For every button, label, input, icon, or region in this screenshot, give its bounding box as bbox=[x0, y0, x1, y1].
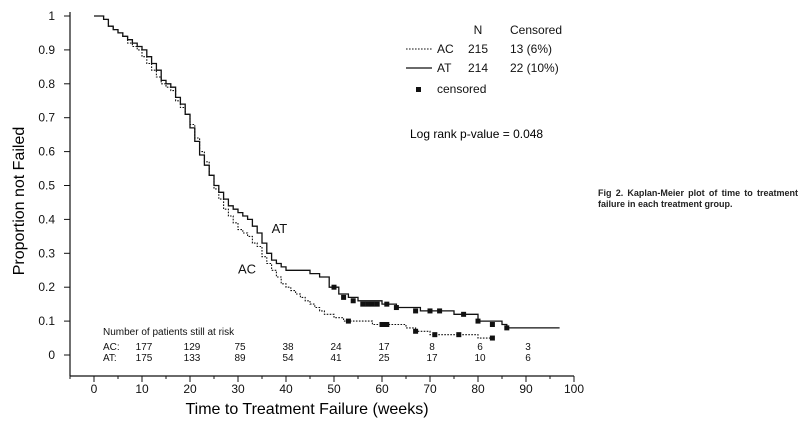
y-tick-label: 0.4 bbox=[38, 212, 55, 226]
survival-curves bbox=[94, 15, 560, 339]
legend-n-value: 215 bbox=[468, 42, 488, 56]
y-tick-label: 0 bbox=[48, 348, 55, 362]
censor-mark-ac bbox=[379, 321, 385, 327]
risk-row-label: AT: bbox=[103, 353, 117, 364]
legend-header-censored: Censored bbox=[510, 23, 562, 37]
censor-mark-at bbox=[369, 301, 375, 307]
censor-mark-at bbox=[427, 308, 433, 314]
x-axis-ticks: 0 10 20 30 40 50 60 70 80 90 100 bbox=[69, 376, 584, 396]
risk-count: 24 bbox=[330, 342, 342, 353]
legend-censored-value: 22 (10%) bbox=[510, 61, 559, 75]
censor-mark-at bbox=[360, 301, 366, 307]
legend-censored-value: 13 (6%) bbox=[510, 42, 552, 56]
curve-labels: AT AC bbox=[238, 221, 287, 277]
censor-mark-at bbox=[341, 294, 347, 300]
censor-mark-at bbox=[350, 298, 356, 304]
censor-mark-at bbox=[365, 301, 371, 307]
censor-mark-ac bbox=[456, 332, 462, 338]
x-tick-label: 50 bbox=[327, 382, 341, 396]
x-tick-label: 30 bbox=[231, 382, 245, 396]
risk-count: 6 bbox=[477, 342, 483, 353]
censor-mark-ac bbox=[345, 318, 351, 324]
y-axis-ticks: 0 0.1 0.2 0.3 0.4 0.5 0.6 0.7 0.8 0.9 1 bbox=[38, 9, 70, 362]
censor-mark-ac bbox=[413, 328, 419, 334]
y-tick-label: 0.6 bbox=[38, 145, 55, 159]
x-tick-label: 100 bbox=[564, 382, 584, 396]
x-tick-label: 20 bbox=[183, 382, 197, 396]
censor-mark-ac bbox=[384, 321, 390, 327]
legend: N Censored AC 215 13 (6%) AT 214 22 (10%) censor… bbox=[406, 23, 562, 96]
censor-mark-ac bbox=[489, 335, 495, 341]
censor-mark-at bbox=[461, 311, 467, 317]
censor-mark-at bbox=[384, 301, 390, 307]
risk-count: 41 bbox=[330, 353, 342, 364]
x-tick-label: 90 bbox=[519, 382, 533, 396]
y-tick-label: 0.5 bbox=[38, 179, 55, 193]
risk-count: 6 bbox=[525, 353, 531, 364]
x-tick-label: 80 bbox=[471, 382, 485, 396]
censor-mark-at bbox=[475, 318, 481, 324]
x-tick-label: 0 bbox=[91, 382, 98, 396]
censor-mark-at bbox=[437, 308, 443, 314]
x-tick-label: 60 bbox=[375, 382, 389, 396]
risk-count: 177 bbox=[136, 342, 153, 353]
legend-label: AC bbox=[437, 42, 454, 56]
y-tick-label: 0.3 bbox=[38, 246, 55, 260]
legend-censored-label: censored bbox=[437, 82, 486, 96]
censor-mark-at bbox=[504, 325, 510, 331]
curve-label: AC bbox=[238, 262, 256, 277]
risk-count: 17 bbox=[426, 353, 438, 364]
legend-label: AT bbox=[437, 61, 452, 75]
risk-count: 75 bbox=[234, 342, 246, 353]
risk-table-title: Number of patients still at risk bbox=[103, 327, 235, 338]
y-tick-label: 0.1 bbox=[38, 314, 55, 328]
censor-mark-at bbox=[393, 305, 399, 311]
x-axis-label: Time to Treatment Failure (weeks) bbox=[185, 401, 428, 418]
censor-mark-at bbox=[489, 321, 495, 327]
log-rank-annotation: Log rank p-value = 0.048 bbox=[410, 127, 543, 141]
y-tick-label: 0.7 bbox=[38, 111, 55, 125]
risk-row-label: AC: bbox=[103, 342, 120, 353]
risk-count: 175 bbox=[136, 353, 153, 364]
risk-table: Number of patients still at risk AC: 177 12… bbox=[103, 327, 531, 364]
curve-ac bbox=[94, 15, 493, 339]
censor-mark-at bbox=[374, 301, 380, 307]
figure-caption: Fig 2. Kaplan-Meier plot of time to trea… bbox=[598, 188, 798, 209]
legend-header-n: N bbox=[474, 23, 483, 37]
x-tick-label: 70 bbox=[423, 382, 437, 396]
censor-marks bbox=[331, 284, 510, 341]
legend-censored-marker bbox=[416, 87, 421, 92]
risk-count: 54 bbox=[282, 353, 294, 364]
y-tick-label: 0.2 bbox=[38, 280, 55, 294]
risk-count: 25 bbox=[378, 353, 390, 364]
risk-count: 89 bbox=[234, 353, 246, 364]
x-tick-label: 10 bbox=[135, 382, 149, 396]
y-tick-label: 0.9 bbox=[38, 43, 55, 57]
curve-at bbox=[94, 15, 560, 329]
legend-n-value: 214 bbox=[468, 61, 488, 75]
risk-count: 8 bbox=[429, 342, 435, 353]
y-tick-label: 1 bbox=[48, 9, 55, 23]
risk-count: 17 bbox=[378, 342, 390, 353]
y-axis-label: Proportion not Failed bbox=[11, 127, 28, 276]
censor-mark-ac bbox=[432, 332, 438, 338]
censor-mark-at bbox=[413, 308, 419, 314]
risk-count: 129 bbox=[184, 342, 201, 353]
x-tick-label: 40 bbox=[279, 382, 293, 396]
axes bbox=[69, 12, 574, 377]
censor-mark-at bbox=[331, 284, 337, 290]
risk-count: 10 bbox=[474, 353, 486, 364]
risk-count: 3 bbox=[525, 342, 531, 353]
curve-label: AT bbox=[272, 221, 288, 236]
risk-count: 38 bbox=[282, 342, 294, 353]
risk-count: 133 bbox=[184, 353, 201, 364]
y-tick-label: 0.8 bbox=[38, 77, 55, 91]
